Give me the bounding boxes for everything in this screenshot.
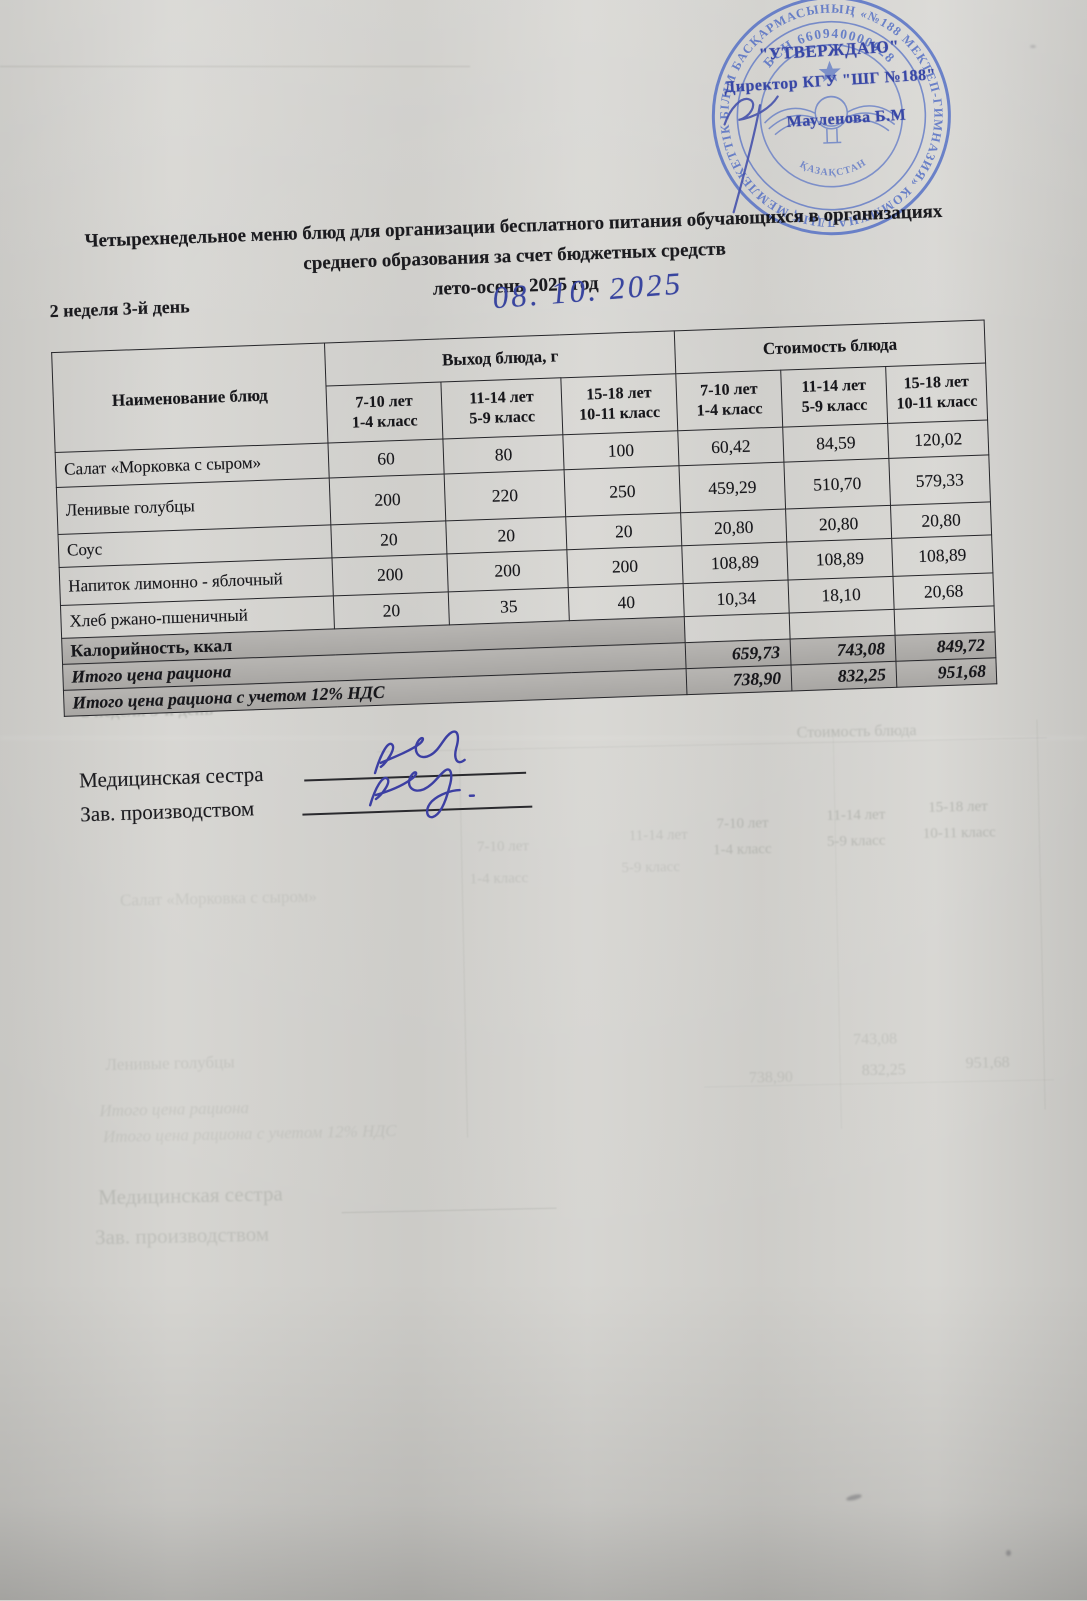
age-text: 11-14 лет <box>801 376 867 396</box>
price-value: 108,89 <box>891 534 993 577</box>
summary-value: 832,25 <box>791 661 897 691</box>
grade-text: 1-4 класс <box>351 412 418 432</box>
output-value: 20 <box>445 516 567 554</box>
nurse-signature <box>373 730 466 775</box>
menu-table: Наименование блюд Выход блюда, г Стоимос… <box>51 320 997 717</box>
grade-text: 5-9 класс <box>801 396 868 416</box>
price-value: 20,68 <box>893 572 995 610</box>
age-text: 15-18 лет <box>586 384 652 404</box>
age-text: 7-10 лет <box>355 392 413 412</box>
price-value: 10,34 <box>683 580 790 617</box>
price-value: 20,80 <box>785 505 892 543</box>
summary-value: 738,90 <box>686 664 792 695</box>
age-header: 15-18 лет 10-11 класс <box>885 362 988 424</box>
output-value: 200 <box>331 553 449 596</box>
paper-crease <box>0 66 470 67</box>
price-value: 459,29 <box>679 462 786 513</box>
week-day-label: 2 неделя 3-й день <box>49 296 190 322</box>
grade-text: 5-9 класс <box>469 408 536 428</box>
price-value: 20,80 <box>890 501 992 539</box>
price-value: 510,70 <box>783 458 891 510</box>
ink-smudge <box>1006 1550 1011 1556</box>
price-value: 108,89 <box>681 542 789 584</box>
summary-value <box>684 613 791 643</box>
age-header: 11-14 лет 5-9 класс <box>440 377 563 439</box>
nurse-label: Медицинская сестра <box>78 761 264 793</box>
summary-value: 659,73 <box>685 638 792 669</box>
output-value: 40 <box>568 583 685 621</box>
grade-text: 10-11 класс <box>578 403 661 424</box>
output-value: 20 <box>330 520 447 558</box>
age-header: 11-14 лет 5-9 класс <box>780 366 888 428</box>
price-value: 20,80 <box>680 509 787 546</box>
age-header: 15-18 лет 10-11 класс <box>560 373 678 435</box>
price-value: 579,33 <box>888 454 991 506</box>
name-column-header: Наименование блюд <box>51 343 328 453</box>
age-text: 15-18 лет <box>903 373 970 393</box>
output-value: 200 <box>566 545 684 588</box>
official-stamp: БІЛІМ БАСҚАРМАСЫНЫҢ «№188 МЕКТЕП-ГИМНАЗИ… <box>702 0 961 245</box>
price-value: 18,10 <box>788 576 895 614</box>
paper-fold-highlight <box>0 737 1087 739</box>
age-text: 11-14 лет <box>469 388 534 408</box>
output-value: 220 <box>444 469 566 521</box>
output-value: 100 <box>562 430 680 470</box>
output-value: 200 <box>446 549 569 592</box>
age-header: 7-10 лет 1-4 класс <box>325 382 443 443</box>
grade-text: 1-4 класс <box>696 400 763 420</box>
output-value: 20 <box>565 512 682 550</box>
output-value: 60 <box>327 438 445 478</box>
summary-value: 951,68 <box>895 657 997 688</box>
stamp-rings: БІЛІМ БАСҚАРМАСЫНЫҢ «№188 МЕКТЕП-ГИМНАЗИ… <box>702 0 951 236</box>
stamp-director-signature <box>723 95 779 214</box>
age-text: 7-10 лет <box>699 380 758 400</box>
production-signature <box>368 768 476 819</box>
summary-value <box>789 609 896 639</box>
summary-value <box>894 605 996 636</box>
summary-value: 743,08 <box>790 635 896 665</box>
price-value: 84,59 <box>782 423 889 463</box>
age-header: 7-10 лет 1-4 класс <box>675 370 783 431</box>
output-value: 80 <box>442 434 565 474</box>
price-value: 108,89 <box>786 538 894 581</box>
stamp-emblem <box>764 60 900 144</box>
output-value: 20 <box>333 591 450 629</box>
price-value: 60,42 <box>677 427 784 466</box>
production-label: Зав. производством <box>79 796 255 827</box>
summary-value: 849,72 <box>895 631 996 662</box>
price-value: 120,02 <box>887 419 989 459</box>
output-value: 250 <box>564 465 681 517</box>
output-value: 35 <box>448 587 570 625</box>
grade-text: 10-11 класс <box>896 392 978 413</box>
output-value: 200 <box>329 473 446 525</box>
ink-smudge <box>1030 45 1036 48</box>
